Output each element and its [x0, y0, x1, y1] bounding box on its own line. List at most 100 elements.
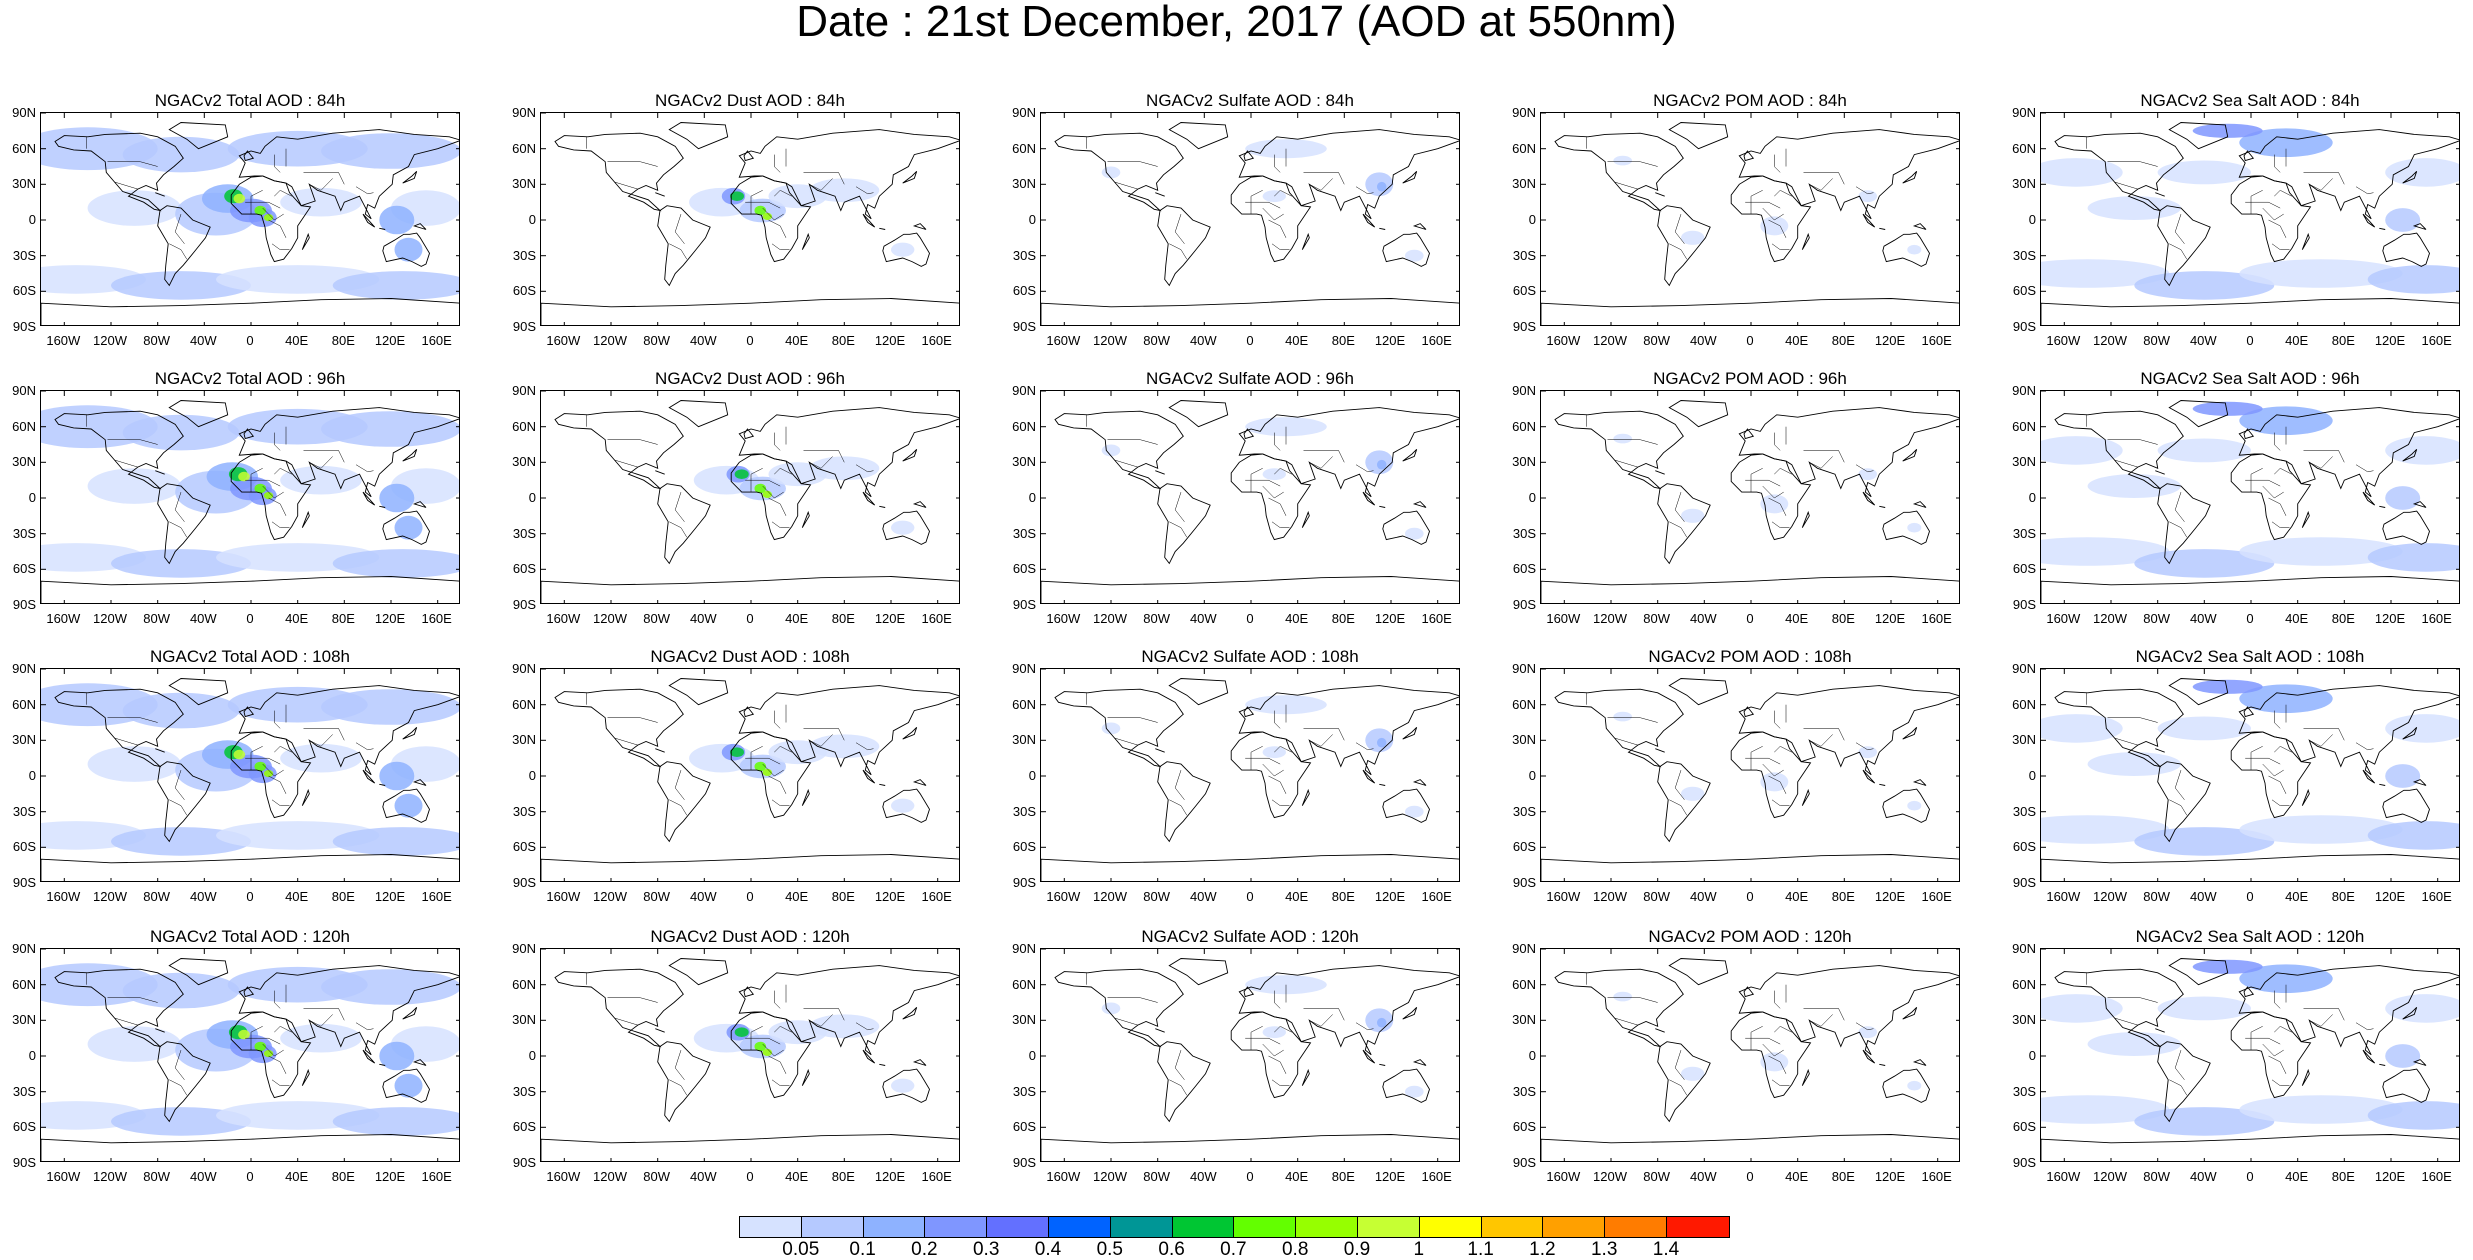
longitude-label: 160E — [1421, 333, 1452, 348]
map-panel-sulfate: NGACv2 Sulfate AOD : 120h 90N 60N 30N 0 30S 60… — [1000, 928, 1500, 1208]
latitude-label: 30N — [12, 454, 36, 470]
aod-field — [2134, 1107, 2275, 1136]
aod-field — [87, 468, 181, 504]
country-border — [745, 201, 781, 209]
coastline — [730, 175, 812, 263]
longitude-label: 40W — [189, 333, 217, 348]
aod-field — [1858, 746, 1877, 759]
map-frame — [1040, 112, 1460, 326]
coastline — [1668, 122, 1729, 150]
latitude-label: 30S — [12, 803, 36, 819]
coastline — [657, 1041, 711, 1123]
country-border — [803, 172, 845, 185]
colorbar-label: 1.3 — [1590, 1239, 1618, 1260]
country-border — [771, 799, 790, 806]
country-border — [1114, 459, 1138, 468]
aod-field — [379, 1041, 415, 1071]
aod-field — [321, 133, 459, 169]
coastline — [1912, 501, 1927, 508]
country-border — [274, 1025, 292, 1033]
coastline — [382, 510, 430, 545]
panel-title: NGACv2 Sea Salt AOD : 120h — [2135, 927, 2365, 946]
latitude-label: 60N — [2012, 140, 2036, 156]
country-border — [2274, 154, 2281, 173]
latitude-label: 90S — [2012, 597, 2036, 612]
country-border — [1674, 1050, 1685, 1080]
coastline — [1402, 448, 1418, 462]
colorbar-swatch — [1666, 1217, 1729, 1237]
country-border — [762, 763, 784, 777]
country-border — [1607, 439, 1658, 445]
longitude-label: 120W — [593, 1169, 627, 1184]
country-border — [1355, 186, 1374, 195]
country-border — [855, 1022, 874, 1031]
coastline — [2402, 170, 2418, 184]
country-border — [607, 161, 658, 167]
coastline — [554, 688, 684, 768]
longitude-label: 80W — [643, 333, 671, 348]
aod-field — [1858, 468, 1877, 481]
latitude-label: 30N — [12, 732, 36, 748]
longitude-label: 120W — [1093, 611, 1127, 626]
latitude-label: 90N — [1012, 661, 1036, 676]
panel-title: NGACv2 Total AOD : 84h — [154, 91, 346, 110]
country-border — [750, 1026, 763, 1051]
aod-field — [1245, 139, 1327, 159]
coastline — [2402, 1006, 2418, 1020]
longitude-label: 120W — [1593, 1169, 1627, 1184]
latitude-label: 30S — [1512, 525, 1536, 541]
latitude-label: 0 — [1028, 212, 1036, 227]
aod-field — [379, 205, 415, 235]
panel-title: NGACv2 Sea Salt AOD : 84h — [2140, 91, 2360, 110]
country-border — [2174, 214, 2185, 244]
country-border — [1271, 799, 1290, 806]
country-border — [2355, 1022, 2374, 1031]
map-frame — [40, 668, 460, 882]
longitude-label: 160W — [1546, 1169, 1581, 1184]
coastline — [1912, 1059, 1927, 1066]
aod-field — [111, 271, 251, 300]
country-border — [2174, 492, 2185, 522]
longitude-label: 0 — [1246, 611, 1254, 626]
aod-field — [1907, 244, 1922, 255]
longitude-label: 40W — [2189, 333, 2217, 348]
map-frame — [1540, 390, 1960, 604]
country-border — [250, 468, 263, 493]
map-panel-sulfate: NGACv2 Sulfate AOD : 84h 90N 60N 30N 0 30S 60S… — [1000, 92, 1500, 372]
country-border — [1768, 497, 1787, 516]
coastline — [657, 205, 711, 287]
longitude-label: 40W — [1189, 333, 1217, 348]
longitude-label: 0 — [246, 611, 254, 626]
coastline — [801, 1068, 810, 1086]
aod-field — [1907, 1080, 1922, 1091]
country-border — [669, 1079, 688, 1096]
panel-title: NGACv2 Dust AOD : 84h — [655, 91, 845, 110]
longitude-label: 40W — [1189, 611, 1217, 626]
aod-field — [2367, 821, 2459, 850]
coastline — [1379, 505, 1386, 508]
latitude-label: 90S — [12, 875, 36, 890]
country-border — [1774, 710, 1781, 729]
coastline — [1041, 576, 1459, 603]
longitude-label: 120E — [1374, 333, 1406, 348]
aod-field — [321, 689, 459, 725]
aod-field — [87, 190, 181, 226]
country-border — [274, 432, 281, 451]
coastline — [157, 761, 211, 843]
longitude-label: 160W — [2046, 611, 2081, 626]
aod-field — [280, 743, 362, 773]
coastline — [2230, 1011, 2312, 1099]
aod-field — [2367, 543, 2459, 572]
longitude-label: 40E — [1785, 611, 1809, 626]
colorbar-swatch — [1234, 1217, 1297, 1237]
coastline — [2243, 150, 2255, 162]
country-border — [2309, 1014, 2333, 1027]
coastline — [1738, 685, 1959, 776]
country-border — [107, 717, 158, 723]
coastline — [862, 1049, 876, 1064]
coastline — [730, 453, 812, 541]
latitude-label: 90N — [12, 661, 36, 676]
coastline — [554, 968, 684, 1048]
latitude-label: 90N — [512, 661, 536, 676]
longitude-label: 80W — [643, 889, 671, 904]
